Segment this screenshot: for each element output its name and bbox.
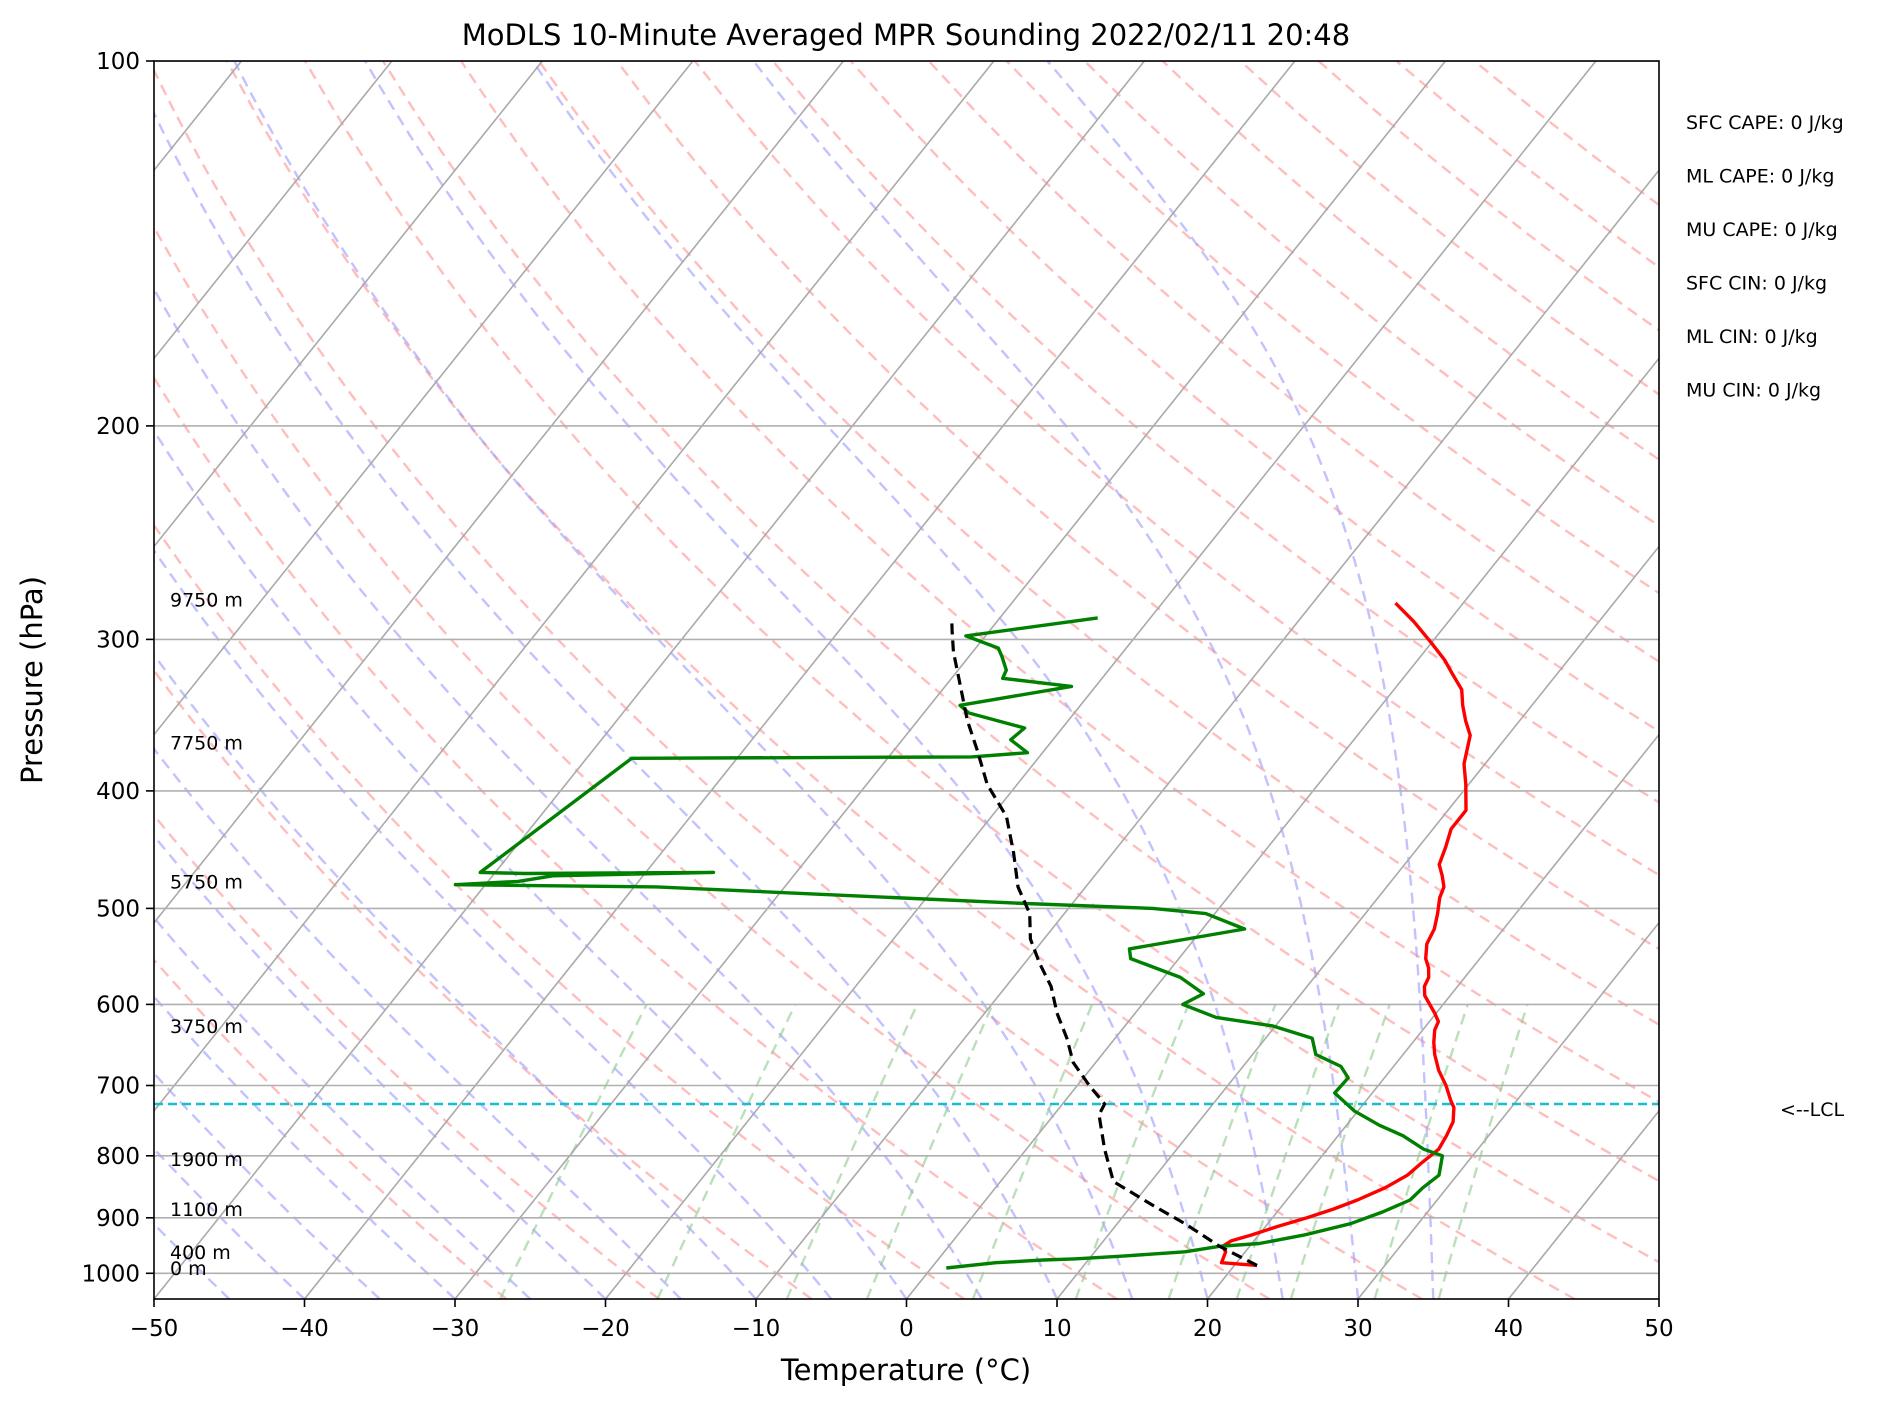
height-label: 3750 m	[170, 1016, 243, 1038]
stability-index: MU CIN: 0 J/kg	[1686, 380, 1821, 402]
mixing-ratio-line	[1074, 1003, 1190, 1299]
isotherm	[1206, 733, 1659, 1299]
moist-adiabat	[1046, 61, 1435, 1299]
mixing-ratio-line	[1437, 1004, 1529, 1299]
dry-adiabat	[154, 668, 813, 1299]
stability-index: ML CIN: 0 J/kg	[1686, 326, 1818, 348]
mixing-ratio-line	[499, 1003, 648, 1299]
stability-indices: SFC CAPE: 0 J/kg ML CAPE: 0 J/kg MU CAPE: …	[1686, 112, 1844, 402]
height-label: 1900 m	[170, 1149, 243, 1171]
dry-adiabat	[615, 61, 1659, 951]
x-tick-label: 40	[1494, 1316, 1523, 1342]
stability-index: SFC CAPE: 0 J/kg	[1686, 112, 1844, 134]
isotherm	[1658, 1297, 1659, 1299]
isotherm	[1056, 545, 1659, 1299]
moist-adiabat	[233, 61, 1134, 1299]
y-tick-label: 400	[96, 779, 140, 805]
moist-adiabat	[154, 548, 833, 1299]
isotherm	[604, 61, 1597, 1299]
height-label: 0 m	[170, 1258, 207, 1280]
temperature-line	[1219, 601, 1472, 1268]
dry-adiabat	[154, 958, 508, 1299]
x-tick-label: −20	[581, 1316, 630, 1342]
plot-background	[154, 61, 1659, 1299]
lcl-label: <--LCL	[1780, 1099, 1844, 1121]
isotherm	[154, 61, 694, 736]
x-tick-label: 0	[899, 1316, 914, 1342]
dry-adiabat	[226, 61, 1576, 1299]
isotherm	[154, 61, 995, 1113]
x-tick-label: −10	[732, 1316, 781, 1342]
height-label: 1100 m	[170, 1199, 243, 1221]
x-tick-label: 20	[1193, 1316, 1222, 1342]
isotherm	[303, 61, 1296, 1299]
height-label: 400 m	[170, 1242, 231, 1264]
y-tick-label: 600	[96, 992, 140, 1018]
x-axis-ticks: −50 −40 −30 −20 −10 0 10 20 30 40 50	[130, 1299, 1674, 1342]
dry-adiabat	[460, 61, 1659, 1104]
isotherm	[154, 61, 1146, 1299]
mixing-ratio-line	[656, 1003, 797, 1299]
x-tick-label: 10	[1042, 1316, 1071, 1342]
moist-adiabat	[154, 428, 908, 1299]
stability-index: MU CAPE: 0 J/kg	[1686, 219, 1838, 241]
isotherm	[1357, 921, 1659, 1299]
dry-adiabat	[154, 375, 1118, 1299]
stability-index: ML CAPE: 0 J/kg	[1686, 166, 1834, 188]
sounding-series	[453, 601, 1472, 1270]
parcel-line	[950, 617, 1258, 1267]
stability-index: SFC CIN: 0 J/kg	[1686, 273, 1827, 295]
dry-adiabat	[304, 61, 1659, 1264]
dry-adiabat	[771, 61, 1659, 804]
isotherm	[154, 61, 544, 548]
x-tick-label: −30	[431, 1316, 480, 1342]
y-tick-label: 1000	[81, 1261, 140, 1287]
y-axis-ticks: 100 200 300 400 500 600 700 800 900 1000	[81, 49, 154, 1287]
dry-adiabat	[927, 61, 1659, 663]
mixing-ratio-line	[785, 1003, 919, 1299]
x-tick-label: 30	[1343, 1316, 1372, 1342]
y-tick-label: 100	[96, 49, 140, 75]
y-tick-label: 900	[96, 1206, 140, 1232]
chart-title: MoDLS 10-Minute Averaged MPR Sounding 20…	[462, 18, 1350, 52]
x-axis-label: Temperature (°C)	[780, 1353, 1031, 1387]
y-tick-label: 700	[96, 1074, 140, 1100]
moist-adiabat	[154, 110, 1059, 1299]
dewpoint-line	[453, 616, 1445, 1270]
moist-adiabat	[154, 833, 607, 1299]
moist-adiabat	[154, 915, 532, 1299]
height-label: 5750 m	[170, 871, 243, 893]
isotherm	[154, 61, 845, 925]
x-tick-label: 50	[1644, 1316, 1673, 1342]
y-tick-label: 800	[96, 1144, 140, 1170]
x-tick-label: −40	[280, 1316, 329, 1342]
mixing-ratio-line	[971, 1003, 1094, 1299]
isotherm	[755, 168, 1659, 1299]
isotherm	[905, 357, 1659, 1299]
dry-adiabat	[154, 224, 1271, 1299]
moist-adiabat	[531, 61, 1284, 1299]
y-axis-label: Pressure (hPa)	[15, 576, 49, 784]
isotherm	[454, 61, 1447, 1299]
mixing-ratio-line	[865, 1003, 994, 1299]
moist-adiabat	[154, 286, 983, 1299]
height-label: 7750 m	[170, 733, 243, 755]
moist-adiabat	[154, 746, 682, 1299]
height-label: 9750 m	[170, 589, 243, 611]
dry-adiabat	[154, 813, 660, 1299]
dry-adiabat	[154, 67, 1423, 1299]
mixing-ratio-line	[1167, 1003, 1277, 1299]
dry-adiabat	[381, 61, 1659, 1183]
x-tick-label: −50	[130, 1316, 179, 1342]
y-tick-label: 500	[96, 896, 140, 922]
pressure-grid	[154, 61, 1659, 1275]
y-tick-label: 300	[96, 627, 140, 653]
y-tick-label: 200	[96, 414, 140, 440]
isotherm	[154, 61, 393, 360]
mixing-ratio-line	[1289, 1003, 1391, 1299]
background-reference-lines	[154, 61, 1659, 1299]
